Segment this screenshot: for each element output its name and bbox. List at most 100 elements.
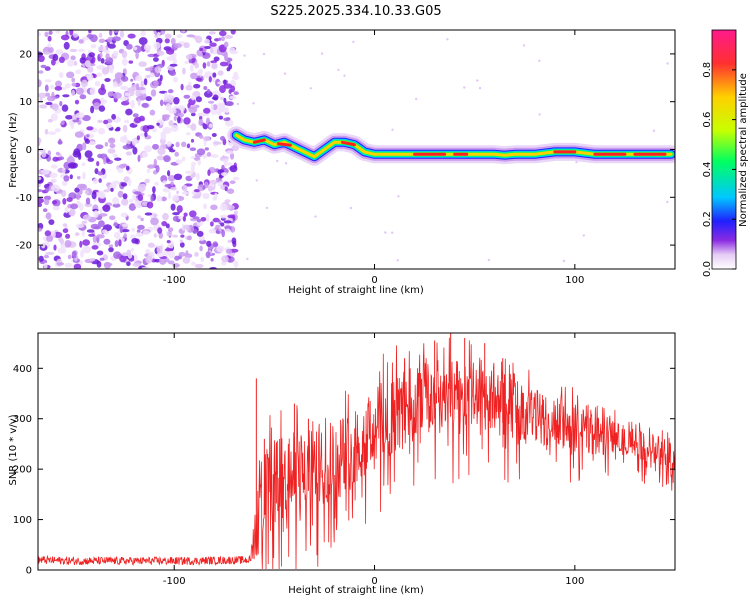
noise-blob	[103, 156, 107, 165]
noise-blob	[198, 118, 204, 126]
noise-blob	[192, 171, 196, 178]
noise-dot	[463, 86, 466, 89]
noise-blob	[204, 90, 213, 98]
noise-blob	[227, 214, 236, 219]
noise-blob	[149, 72, 155, 78]
noise-blob	[89, 34, 98, 43]
noise-blob	[202, 193, 210, 198]
noise-blob	[84, 190, 90, 195]
noise-blob	[103, 119, 109, 125]
noise-blob	[38, 227, 43, 232]
noise-blob	[165, 103, 172, 111]
noise-blob	[66, 156, 75, 165]
noise-blob	[137, 215, 142, 219]
noise-blob	[210, 109, 218, 115]
noise-blob	[69, 30, 74, 36]
noise-blob	[160, 30, 166, 35]
noise-blob	[167, 94, 172, 99]
noise-blob	[215, 230, 221, 234]
noise-blob	[154, 66, 162, 74]
noise-blob	[105, 123, 113, 129]
noise-blob	[58, 156, 65, 160]
noise-blob	[121, 50, 128, 59]
noise-blob	[225, 228, 231, 233]
figure-title: S225.2025.334.10.33.G05	[270, 4, 441, 19]
noise-blob	[170, 124, 179, 132]
noise-blob	[167, 89, 174, 94]
noise-blob	[144, 67, 153, 72]
noise-blob	[225, 248, 233, 254]
noise-blob	[154, 258, 161, 263]
noise-blob	[93, 210, 99, 218]
noise-dot	[352, 40, 355, 44]
noise-blob	[99, 208, 103, 214]
noise-blob	[96, 161, 100, 167]
noise-blob	[210, 221, 214, 227]
noise-blob	[190, 138, 195, 143]
noise-blob	[75, 112, 85, 119]
noise-blob	[181, 156, 186, 162]
spectrogram-y-tick-label: -10	[16, 193, 32, 204]
noise-blob	[233, 71, 239, 78]
noise-blob	[174, 151, 179, 157]
noise-blob	[212, 241, 218, 248]
noise-blob	[68, 210, 74, 216]
noise-blob	[190, 164, 195, 173]
noise-blob	[196, 218, 202, 223]
noise-blob	[225, 150, 234, 155]
noise-dot	[666, 62, 669, 65]
noise-blob	[199, 70, 203, 77]
noise-blob	[97, 45, 107, 52]
noise-blob	[156, 155, 165, 161]
noise-blob	[109, 215, 116, 220]
noise-blob	[105, 45, 109, 52]
noise-blob	[223, 41, 229, 48]
noise-blob	[126, 249, 132, 257]
noise-blob	[82, 214, 91, 221]
noise-blob	[79, 203, 84, 211]
noise-blob	[196, 148, 206, 156]
noise-blob	[143, 78, 148, 86]
noise-blob	[183, 42, 190, 49]
snr-x-tick-label: 100	[565, 576, 584, 587]
noise-blob	[125, 108, 133, 116]
noise-blob	[86, 73, 94, 81]
noise-blob	[152, 143, 159, 150]
noise-blob	[152, 186, 156, 194]
noise-blob	[99, 257, 105, 261]
noise-blob	[202, 74, 210, 79]
noise-blob	[218, 104, 226, 112]
noise-blob	[101, 229, 108, 234]
noise-blob	[47, 118, 54, 123]
noise-blob	[149, 109, 156, 116]
noise-blob	[101, 67, 110, 75]
noise-blob	[61, 104, 69, 112]
noise-blob	[159, 74, 163, 82]
noise-blob	[192, 216, 200, 220]
noise-blob	[135, 89, 142, 98]
noise-blob	[136, 135, 140, 141]
noise-blob	[108, 137, 116, 144]
noise-blob	[162, 180, 167, 184]
noise-blob	[38, 137, 41, 146]
noise-blob	[112, 180, 120, 185]
noise-blob	[128, 178, 132, 187]
noise-blob	[67, 254, 72, 260]
noise-blob	[96, 260, 102, 268]
noise-blob	[147, 164, 155, 169]
noise-blob	[143, 44, 152, 51]
noise-dot	[487, 258, 491, 262]
noise-blob	[100, 97, 105, 102]
noise-blob	[67, 162, 77, 169]
noise-blob	[56, 262, 65, 266]
noise-blob	[45, 212, 52, 220]
noise-blob	[190, 123, 197, 131]
noise-blob	[52, 103, 59, 111]
noise-dot	[236, 102, 240, 106]
noise-blob	[173, 76, 178, 83]
noise-blob	[38, 176, 42, 181]
noise-blob	[186, 143, 191, 149]
noise-blob	[81, 220, 88, 224]
noise-blob	[89, 258, 96, 262]
noise-blob	[44, 128, 49, 135]
